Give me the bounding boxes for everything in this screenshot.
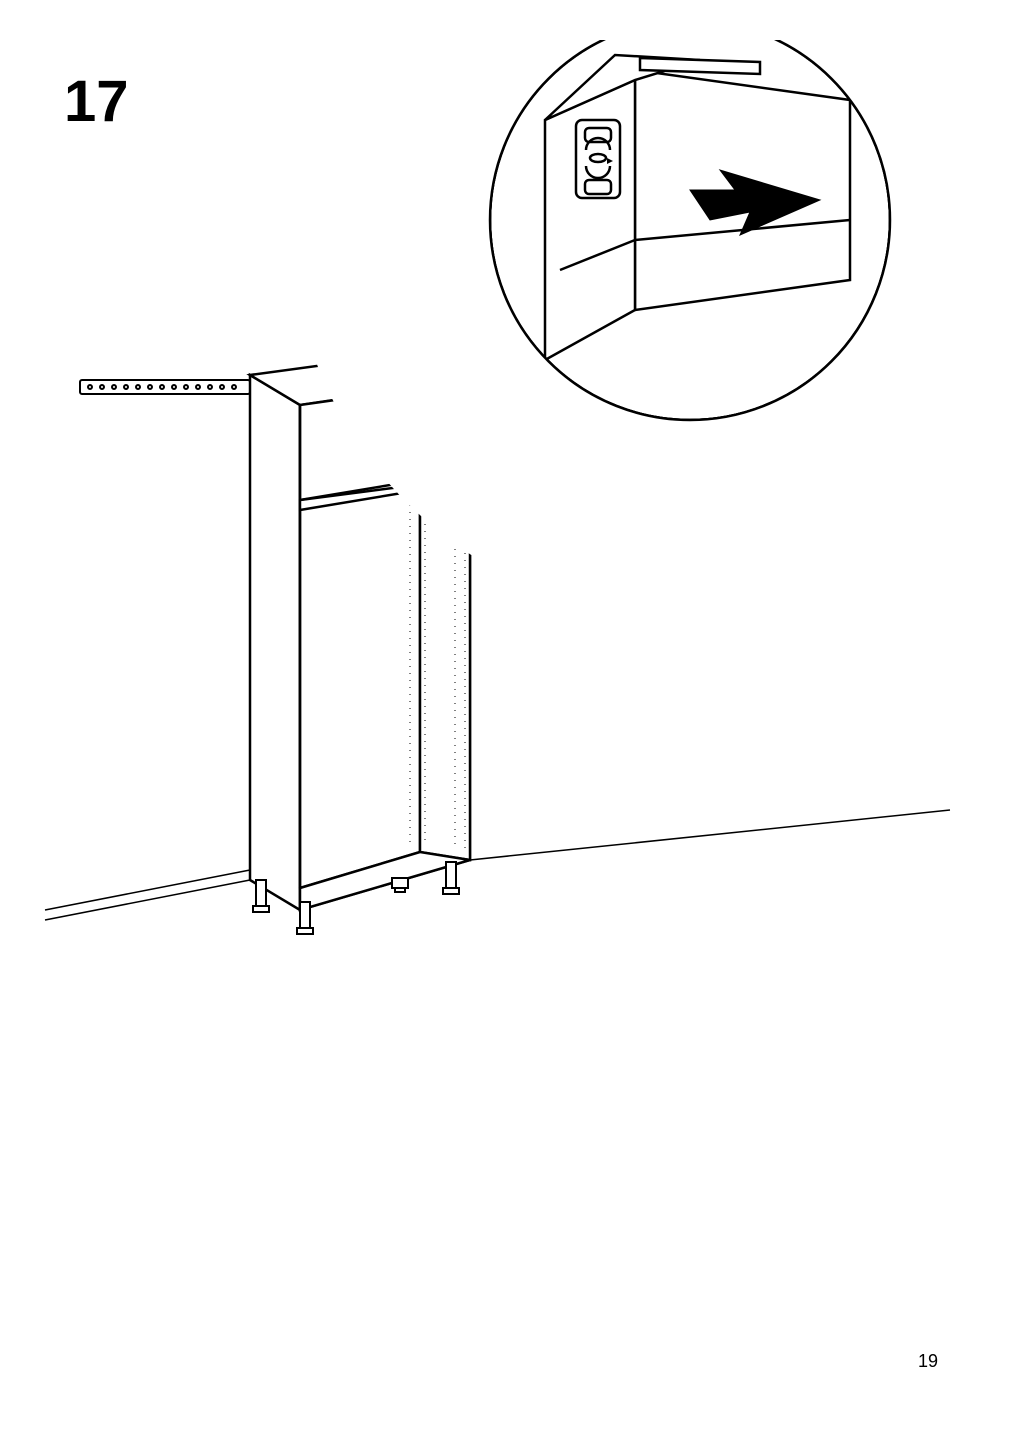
page-number: 19 [918, 1351, 938, 1372]
assembly-illustration [0, 40, 1012, 1040]
diagram-svg [0, 40, 1012, 1040]
page: 17 2x 124518 124519 [0, 0, 1012, 1432]
